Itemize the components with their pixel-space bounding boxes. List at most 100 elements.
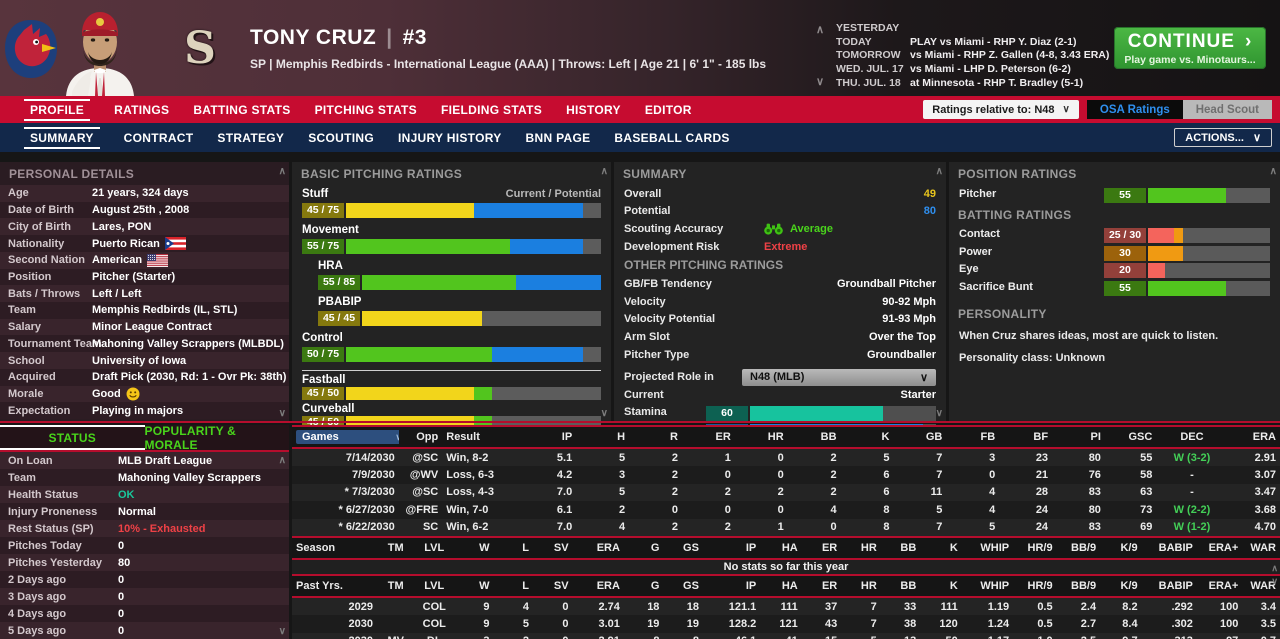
column-header-bb[interactable]: BB: [881, 537, 921, 559]
column-header-g[interactable]: G: [624, 537, 664, 559]
column-header-hr/9[interactable]: HR/9: [1013, 575, 1056, 597]
column-header-gs[interactable]: GS: [663, 575, 703, 597]
column-header-pi[interactable]: PI: [1052, 426, 1105, 448]
column-header-k[interactable]: K: [841, 426, 894, 448]
column-header-opp[interactable]: Opp: [399, 426, 442, 448]
column-header-bb[interactable]: BB: [788, 426, 841, 448]
column-header-h[interactable]: H: [576, 426, 629, 448]
column-header-era+[interactable]: ERA+: [1197, 537, 1242, 559]
subtab-scouting[interactable]: SCOUTING: [308, 131, 374, 145]
column-header-whip[interactable]: WHIP: [962, 575, 1013, 597]
column-header-bb[interactable]: BB: [881, 575, 921, 597]
continue-button[interactable]: CONTINUE› Play game vs. Minotaurs...: [1114, 27, 1266, 69]
subtab-summary[interactable]: SUMMARY: [24, 127, 100, 149]
status-tab-popularity-morale[interactable]: POPULARITY & MORALE: [145, 425, 290, 450]
tab-pitching-stats[interactable]: PITCHING STATS: [315, 103, 417, 117]
column-header-era[interactable]: ERA: [573, 537, 624, 559]
column-header-w[interactable]: W: [454, 575, 494, 597]
actions-button[interactable]: ACTIONS... ∨: [1174, 128, 1272, 147]
game-log-row[interactable]: * 6/27/2030@FREWin, 7-06.120004854248073…: [292, 501, 1280, 518]
schedule-row[interactable]: THU. JUL. 18at Minnesota - RHP T. Bradle…: [836, 76, 1096, 90]
column-header-gsc[interactable]: GSC: [1105, 426, 1156, 448]
ratings-relative-dropdown[interactable]: Ratings relative to: N48 ∨: [923, 100, 1079, 119]
tab-fielding-stats[interactable]: FIELDING STATS: [441, 103, 542, 117]
schedule-row[interactable]: TOMORROWvs Miami - RHP Z. Gallen (4-8, 3…: [836, 49, 1096, 63]
scroll-down-icon[interactable]: ∨: [279, 626, 286, 637]
subtab-contract[interactable]: CONTRACT: [124, 131, 194, 145]
tab-batting-stats[interactable]: BATTING STATS: [193, 103, 290, 117]
game-log-row[interactable]: * 7/3/2030@SCLoss, 4-37.0522226114288363…: [292, 484, 1280, 501]
schedule-row[interactable]: YESTERDAY: [836, 21, 1096, 35]
schedule-scroll-up-icon[interactable]: ∧: [816, 23, 824, 36]
column-header-whip[interactable]: WHIP: [962, 537, 1013, 559]
column-header-gb[interactable]: GB: [893, 426, 946, 448]
column-header-g[interactable]: G: [624, 575, 664, 597]
column-header-babip[interactable]: BABIP: [1142, 575, 1197, 597]
column-header-era[interactable]: ERA: [1228, 426, 1280, 448]
scroll-up-icon[interactable]: ∧: [1270, 166, 1277, 177]
column-header-era+[interactable]: ERA+: [1197, 575, 1242, 597]
tab-history[interactable]: HISTORY: [566, 103, 621, 117]
schedule-scroll-down-icon[interactable]: ∨: [816, 75, 824, 88]
column-header-babip[interactable]: BABIP: [1142, 537, 1197, 559]
column-header-tm[interactable]: TM: [377, 537, 415, 559]
scroll-down-icon[interactable]: ∨: [936, 408, 943, 419]
column-header-er[interactable]: ER: [682, 426, 735, 448]
tab-ratings[interactable]: RATINGS: [114, 103, 169, 117]
game-log-row[interactable]: 7/14/2030@SCWin, 8-25.152102573238055W (…: [292, 448, 1280, 466]
schedule-row[interactable]: TODAYPLAY vs Miami - RHP Y. Diaz (2-1): [836, 35, 1096, 49]
column-header-hr[interactable]: HR: [841, 537, 881, 559]
scroll-up-icon[interactable]: ∧: [1271, 563, 1278, 574]
column-header-past-yrs.[interactable]: Past Yrs.: [292, 575, 377, 597]
column-header-gs[interactable]: GS: [663, 537, 703, 559]
column-header-result[interactable]: Result: [442, 426, 523, 448]
column-header-hr[interactable]: HR: [735, 426, 788, 448]
schedule-row[interactable]: WED. JUL. 17vs Miami - LHP D. Peterson (…: [836, 62, 1096, 76]
column-header-k/9[interactable]: K/9: [1100, 575, 1141, 597]
subtab-strategy[interactable]: STRATEGY: [217, 131, 284, 145]
scroll-up-icon[interactable]: ∧: [936, 166, 943, 177]
games-filter-dropdown[interactable]: Games∨: [296, 430, 399, 444]
scroll-up-icon[interactable]: ∧: [601, 166, 608, 177]
past-years-row[interactable]: 2030COL9503.011919128.2121437381201.240.…: [292, 615, 1280, 632]
column-header-bb/9[interactable]: BB/9: [1057, 537, 1100, 559]
column-header-era[interactable]: ERA: [573, 575, 624, 597]
column-header-er[interactable]: ER: [802, 537, 842, 559]
scroll-down-icon[interactable]: ∨: [279, 408, 286, 419]
tab-editor[interactable]: EDITOR: [645, 103, 692, 117]
column-header-w[interactable]: W: [454, 537, 494, 559]
column-header-l[interactable]: L: [494, 537, 534, 559]
column-header-ha[interactable]: HA: [760, 575, 801, 597]
column-header-bf[interactable]: BF: [999, 426, 1052, 448]
osa-ratings-button[interactable]: OSA Ratings: [1087, 100, 1183, 119]
org-s-logo-icon[interactable]: S: [168, 16, 232, 80]
column-header-sv[interactable]: SV: [533, 575, 573, 597]
past-years-row[interactable]: 2030MVDL3202.918846.14115513501.171.02.5…: [292, 633, 1280, 639]
column-header-fb[interactable]: FB: [946, 426, 999, 448]
past-years-row[interactable]: 2029COL9402.741818121.1111377331111.190.…: [292, 597, 1280, 615]
subtab-baseball-cards[interactable]: BASEBALL CARDS: [614, 131, 729, 145]
game-log-row[interactable]: 7/9/2030@WVLoss, 6-34.232002670217658-3.…: [292, 466, 1280, 483]
column-header-games[interactable]: Games∨: [292, 426, 399, 448]
column-header-ip[interactable]: IP: [523, 426, 576, 448]
subtab-bnn-page[interactable]: BNN PAGE: [526, 131, 591, 145]
tab-profile[interactable]: PROFILE: [24, 99, 90, 121]
column-header-k[interactable]: K: [920, 537, 961, 559]
subtab-injury-history[interactable]: INJURY HISTORY: [398, 131, 502, 145]
column-header-ip[interactable]: IP: [703, 537, 760, 559]
column-header-tm[interactable]: TM: [377, 575, 415, 597]
column-header-ha[interactable]: HA: [760, 537, 801, 559]
column-header-k/9[interactable]: K/9: [1100, 537, 1141, 559]
column-header-lvl[interactable]: LVL: [414, 575, 454, 597]
game-log-row[interactable]: * 6/22/2030SCWin, 6-27.042210875248369W …: [292, 519, 1280, 536]
column-header-war[interactable]: WAR: [1242, 537, 1280, 559]
column-header-r[interactable]: R: [629, 426, 682, 448]
column-header-k[interactable]: K: [920, 575, 961, 597]
column-header-ip[interactable]: IP: [703, 575, 760, 597]
column-header-dec[interactable]: DEC: [1156, 426, 1227, 448]
status-tab-status[interactable]: STATUS: [0, 425, 145, 450]
column-header-bb/9[interactable]: BB/9: [1057, 575, 1100, 597]
scroll-up-icon[interactable]: ∧: [279, 455, 286, 466]
column-header-hr/9[interactable]: HR/9: [1013, 537, 1056, 559]
column-header-hr[interactable]: HR: [841, 575, 881, 597]
